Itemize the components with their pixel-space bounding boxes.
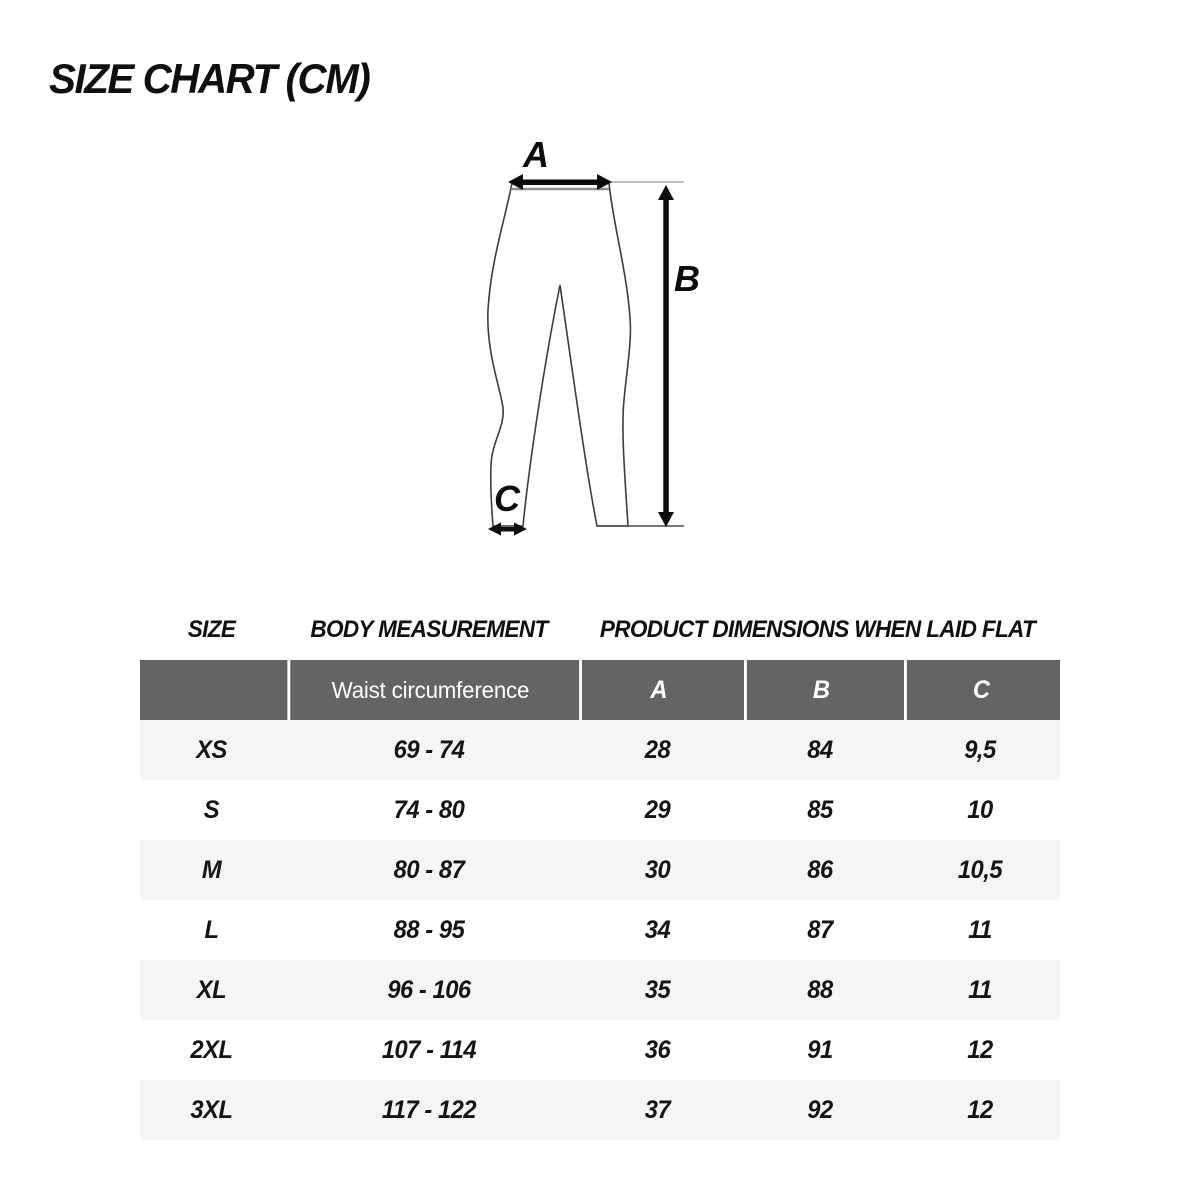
dim-c-value: 12	[967, 1095, 993, 1124]
dim-b-value: 92	[807, 1095, 833, 1124]
waist-value: 69 - 74	[393, 735, 465, 764]
size-label: L	[204, 915, 219, 944]
group-header-product-dimensions: PRODUCT DIMENSIONS WHEN LAID FLAT	[599, 616, 1036, 643]
table-row-xl: XL 96 - 106 35 88 11	[140, 960, 1060, 1020]
column-header-size-empty	[140, 660, 283, 720]
dim-c-value: 12	[967, 1035, 993, 1064]
diagram-label-b: B	[674, 258, 700, 299]
dim-a-value: 28	[644, 735, 671, 764]
column-header-a: A	[579, 660, 736, 720]
waist-value: 96 - 106	[387, 975, 471, 1004]
table-group-header-row: SIZE BODY MEASUREMENT PRODUCT DIMENSIONS…	[140, 600, 1060, 660]
waist-value: 117 - 122	[381, 1095, 477, 1124]
column-header-waist-circumference: Waist circumference	[287, 660, 570, 720]
table-column-header-row: Waist circumference A B C	[140, 660, 1060, 720]
column-header-c: C	[904, 660, 1056, 720]
table-row-l: L 88 - 95 34 87 11	[140, 900, 1060, 960]
dim-a-value: 35	[644, 975, 671, 1004]
dim-c-value: 11	[968, 915, 992, 944]
dim-a-value: 34	[644, 915, 671, 944]
group-header-body-measurement: BODY MEASUREMENT	[310, 616, 548, 643]
size-label: 3XL	[190, 1095, 233, 1124]
dim-b-value: 88	[807, 975, 833, 1004]
waist-value: 88 - 95	[393, 915, 465, 944]
table-row-s: S 74 - 80 29 85 10	[140, 780, 1060, 840]
dim-b-value: 87	[807, 915, 833, 944]
dim-b-value: 91	[807, 1035, 833, 1064]
dim-c-value: 9,5	[964, 735, 996, 764]
arrow-a	[508, 174, 612, 190]
group-header-size: SIZE	[187, 616, 236, 643]
diagram-label-c: C	[494, 478, 521, 519]
size-label: XL	[196, 975, 227, 1004]
size-label: 2XL	[190, 1035, 233, 1064]
arrow-b	[658, 185, 674, 527]
table-row-xs: XS 69 - 74 28 84 9,5	[140, 720, 1060, 780]
dim-c-value: 10,5	[957, 855, 1003, 884]
waist-value: 80 - 87	[393, 855, 465, 884]
column-header-b: B	[744, 660, 896, 720]
waist-value: 107 - 114	[381, 1035, 477, 1064]
size-table: SIZE BODY MEASUREMENT PRODUCT DIMENSIONS…	[140, 600, 1060, 1140]
size-label: XS	[196, 735, 227, 764]
table-row-m: M 80 - 87 30 86 10,5	[140, 840, 1060, 900]
dim-c-value: 10	[967, 795, 993, 824]
size-label: M	[201, 855, 222, 884]
waist-value: 74 - 80	[393, 795, 465, 824]
dim-c-value: 11	[968, 975, 992, 1004]
dim-a-value: 36	[644, 1035, 671, 1064]
dim-a-value: 30	[644, 855, 671, 884]
table-row-3xl: 3XL 117 - 122 37 92 12	[140, 1080, 1060, 1140]
dim-a-value: 29	[644, 795, 671, 824]
leggings-outline	[487, 182, 632, 527]
dim-b-value: 84	[807, 735, 833, 764]
table-row-2xl: 2XL 107 - 114 36 91 12	[140, 1020, 1060, 1080]
size-label: S	[203, 795, 220, 824]
dim-a-value: 37	[644, 1095, 671, 1124]
arrow-c	[488, 522, 527, 536]
diagram-label-a: A	[522, 134, 549, 175]
dim-b-value: 85	[807, 795, 833, 824]
dim-b-value: 86	[807, 855, 833, 884]
leggings-measurement-diagram: A B C	[487, 134, 700, 536]
page-title: SIZE CHART (CM)	[49, 55, 371, 102]
